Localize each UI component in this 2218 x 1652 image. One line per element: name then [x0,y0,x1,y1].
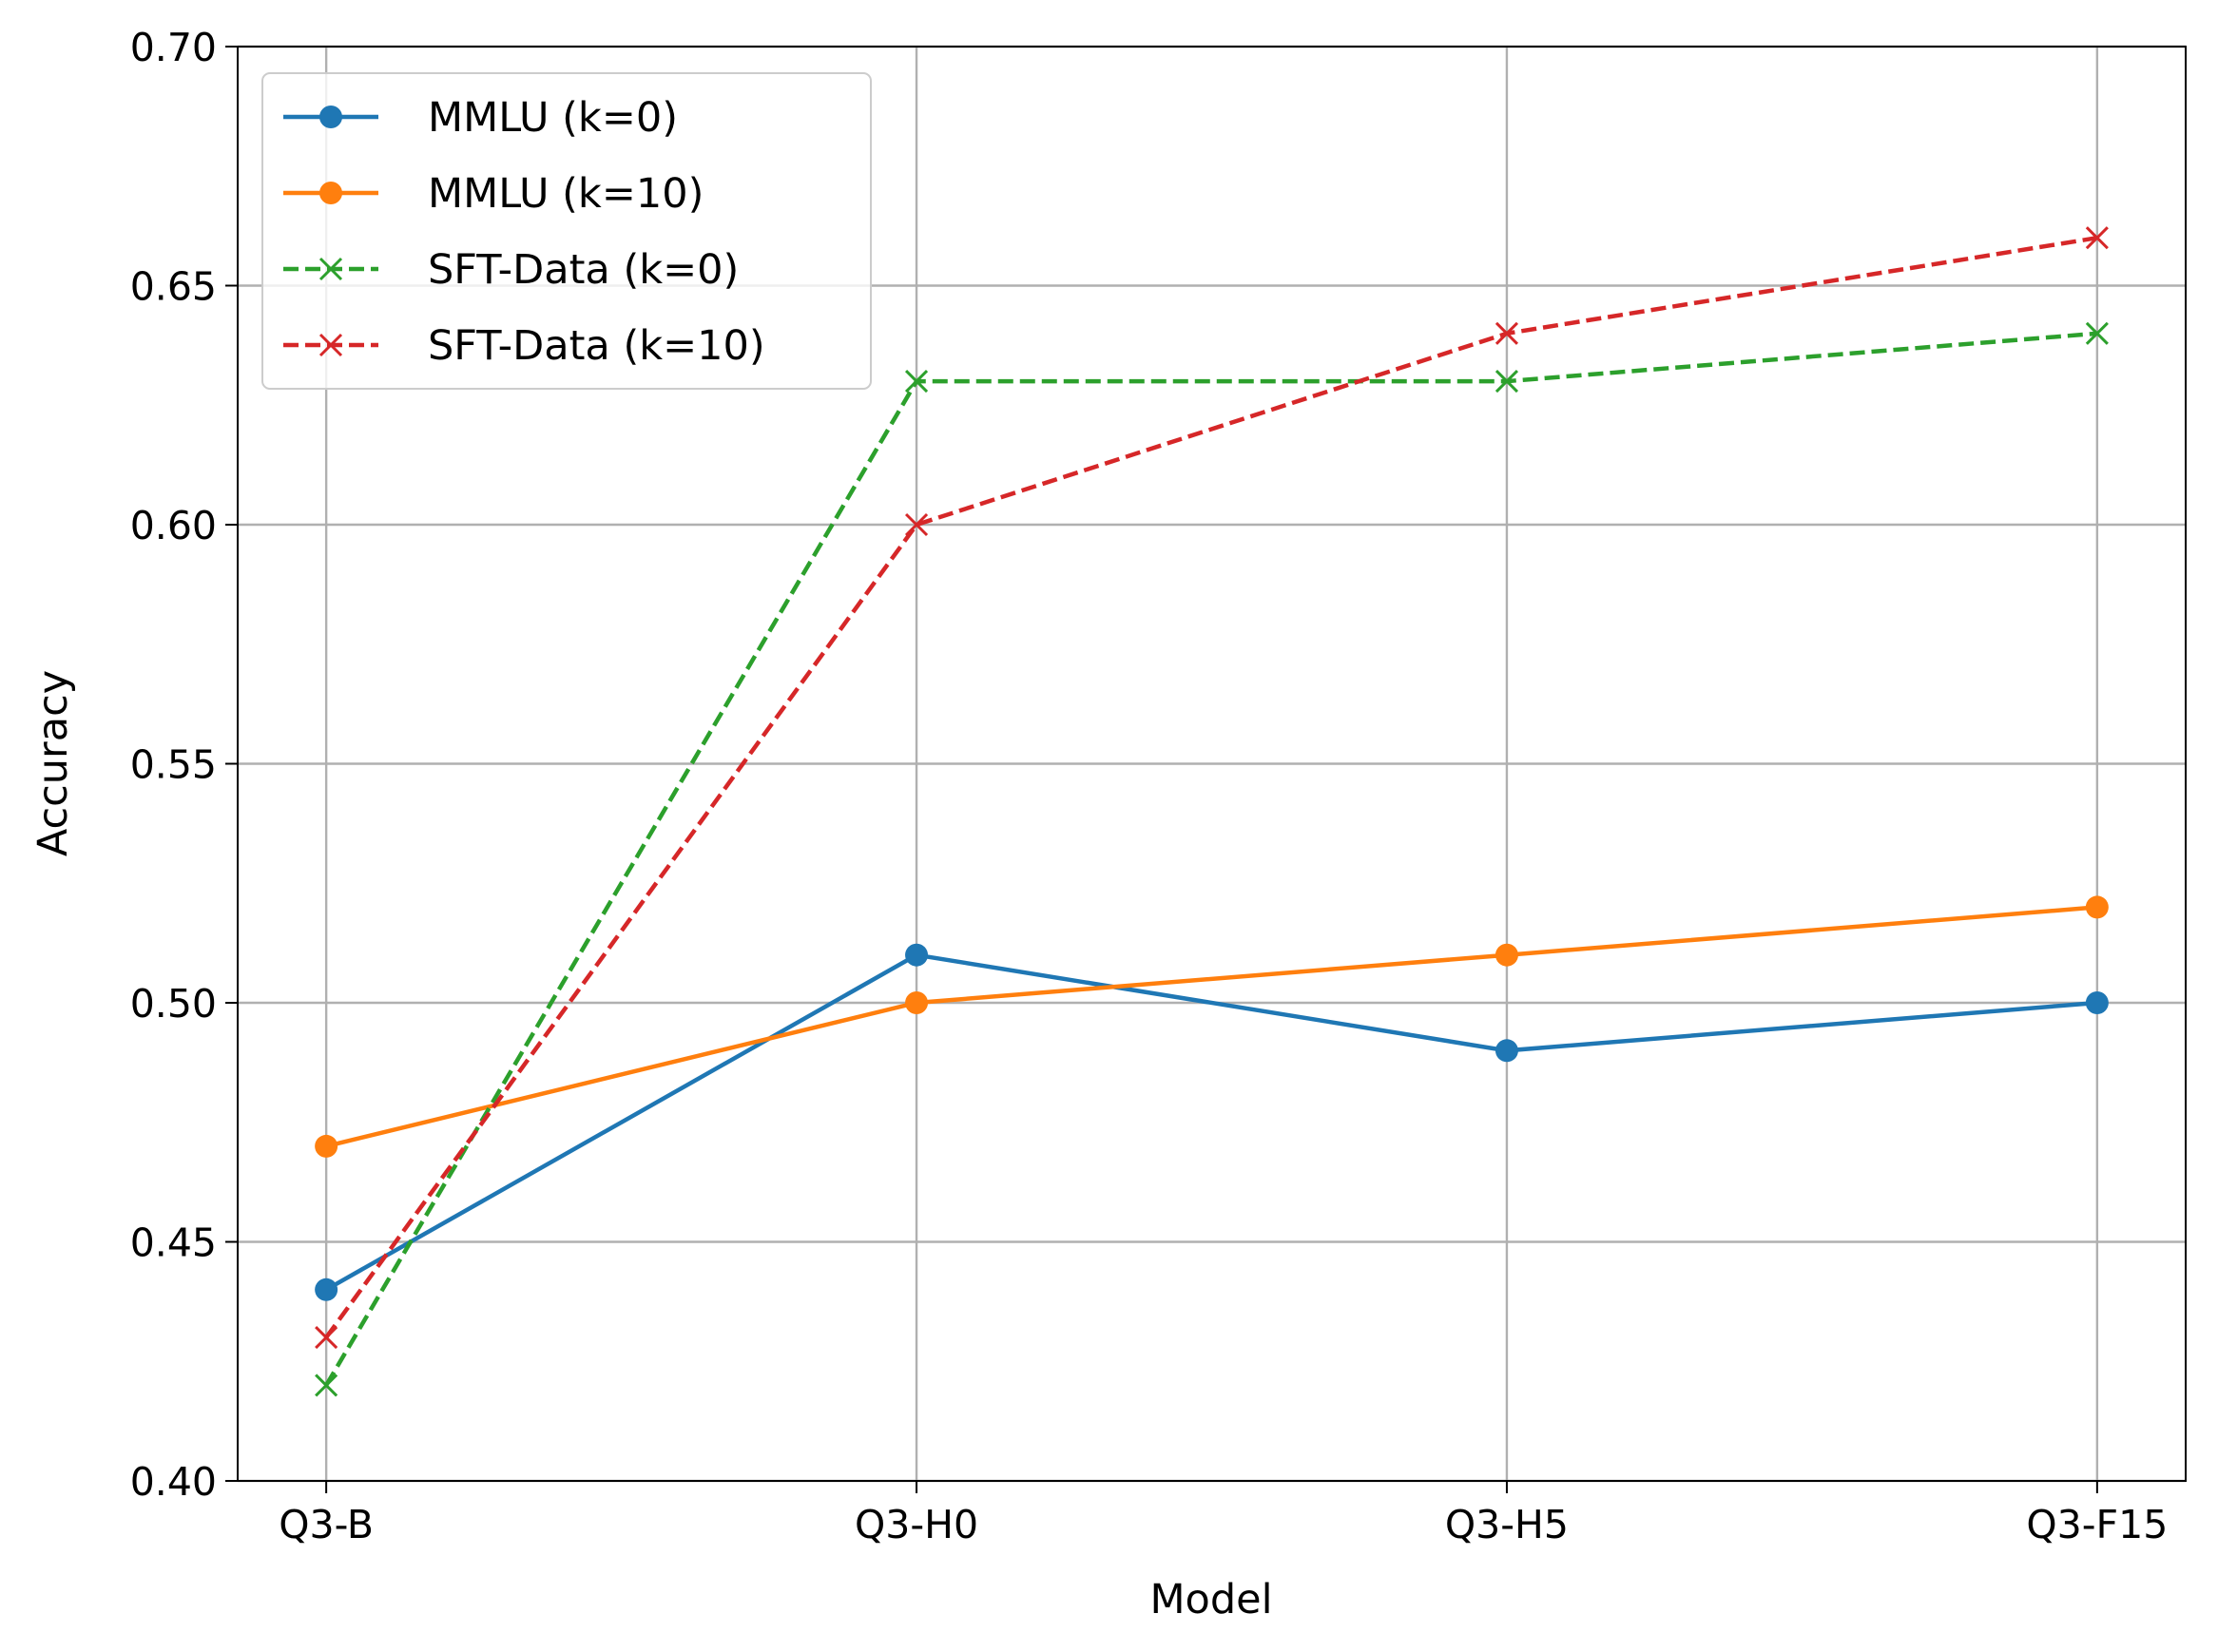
ticks: Q3-B Q3-H0 Q3-H5 Q3-F15 0.40 0.45 0.50 0.55 0.60… [130,25,2169,1547]
x-axis-label: Model [1149,1576,1272,1623]
legend: MMLU (k=0) MMLU (k=10) SFT-Data (k=0) SFT-D… [261,72,872,390]
y-tick-label: 0.60 [130,503,217,548]
data-point [904,512,929,537]
y-tick-label: 0.65 [130,264,217,310]
data-point [1495,943,1518,967]
data-point [2085,321,2109,345]
series-sft-data-k-0 [315,321,2109,1397]
series-mmlu-k-0 [315,943,2109,1301]
x-tick-label: Q3-H5 [1445,1502,1569,1547]
legend-label: SFT-Data (k=10) [428,322,765,370]
data-point [1495,370,1519,394]
legend-marker [319,182,342,204]
legend-label: SFT-Data (k=0) [428,246,739,294]
y-tick-label: 0.70 [130,25,217,70]
data-point [1495,1039,1518,1063]
data-point [315,1134,338,1158]
data-point [905,943,929,967]
legend-label: MMLU (k=10) [428,170,704,218]
legend-marker [318,333,343,357]
series-line [325,905,2098,1149]
y-tick-label: 0.45 [130,1220,217,1266]
data-point [904,370,929,394]
series-line [324,235,2098,1339]
x-tick-label: Q3-F15 [2026,1502,2168,1547]
x-tick-label: Q3-H0 [855,1502,978,1547]
data-point [2085,991,2109,1014]
legend-box [261,72,872,390]
data-point [315,1277,338,1301]
legend-marker [319,106,342,128]
series-line [324,331,2098,1387]
y-tick-label: 0.50 [130,981,217,1027]
data-point [2085,895,2109,919]
data-point [315,1373,338,1397]
y-tick-label: 0.55 [130,742,217,788]
data-point [1495,321,1519,345]
x-tick-label: Q3-B [279,1502,374,1547]
data-point [905,991,929,1014]
series-line [325,952,2098,1292]
data-point [2085,226,2109,250]
data-point [315,1326,338,1350]
series-group [315,226,2109,1397]
series-sft-data-k-10 [315,226,2109,1350]
y-axis-label: Accuracy [29,670,77,856]
y-tick-label: 0.40 [130,1459,217,1505]
series-mmlu-k-10 [315,895,2109,1158]
legend-marker [318,257,343,281]
legend-label: MMLU (k=0) [428,94,678,142]
